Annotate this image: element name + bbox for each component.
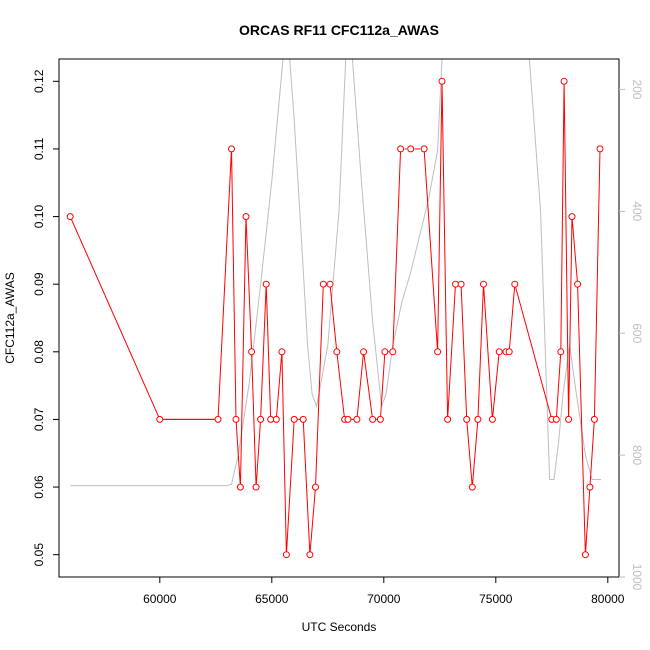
chart-title: ORCAS RF11 CFC112a_AWAS (239, 22, 439, 38)
cfc-point (463, 415, 471, 423)
cfc-point (552, 415, 560, 423)
right-y-tick-label: 400 (630, 201, 644, 221)
cfc-point (353, 415, 361, 423)
x-axis-label: UTC Seconds (302, 620, 377, 634)
cfc-point (381, 348, 389, 356)
x-tick-label: 70000 (367, 592, 401, 606)
cfc-point (236, 483, 244, 491)
cfc-point (232, 415, 240, 423)
cfc-point (282, 551, 290, 559)
cfc-point (66, 213, 74, 221)
cfc-series-layer (66, 77, 604, 559)
cfc-point (420, 145, 428, 153)
cfc-point (252, 483, 260, 491)
cfc-point (326, 280, 334, 288)
cfc-point (228, 145, 235, 153)
cfc-point (397, 145, 405, 153)
right-y-tick-label: 800 (630, 445, 644, 465)
cfc-point (319, 280, 327, 288)
cfc-point (581, 551, 589, 559)
cfc-point (389, 348, 397, 356)
pressure-line (70, 59, 602, 487)
cfc-point (248, 348, 256, 356)
right-y-tick-label: 1000 (630, 564, 644, 591)
cfc-point (214, 415, 222, 423)
x-tick-label: 60000 (143, 592, 177, 606)
y-tick-label: 0.11 (32, 137, 46, 160)
cfc-point (596, 145, 604, 153)
plot-frame (58, 58, 620, 578)
cfc-point (590, 415, 598, 423)
cfc-point (290, 415, 298, 423)
cfc-point (257, 415, 265, 423)
cfc-point (156, 415, 164, 423)
cfc-point (376, 415, 384, 423)
cfc-point (511, 280, 519, 288)
cfc-point (272, 415, 280, 423)
cfc-point (480, 280, 487, 288)
y-axis: 0.05 0.06 0.07 0.08 0.09 0.10 0.11 0.12 (32, 69, 59, 566)
cfc-point (505, 348, 513, 356)
cfc-point (444, 415, 452, 423)
cfc-point (474, 415, 482, 423)
y-tick-label: 0.09 (32, 272, 46, 296)
cfc-point (242, 213, 250, 221)
cfc-point (438, 77, 446, 85)
cfc-point (360, 348, 368, 356)
cfc-point (306, 551, 314, 559)
cfc-line-segment (423, 81, 601, 555)
y-tick-label: 0.05 (32, 543, 46, 567)
cfc-point (488, 415, 496, 423)
right-y-tick-label: 600 (630, 323, 644, 343)
y-tick-label: 0.10 (32, 205, 46, 229)
cfc-point (369, 415, 377, 423)
x-tick-label: 75000 (479, 592, 513, 606)
x-axis: 60000 65000 70000 75000 80000 (143, 577, 625, 606)
cfc-line-segment (69, 148, 402, 555)
cfc-point (574, 280, 582, 288)
cfc-point (407, 145, 415, 153)
cfc-point (299, 415, 307, 423)
x-tick-label: 65000 (255, 592, 289, 606)
cfc-point (333, 348, 341, 356)
cfc-point (457, 280, 465, 288)
cfc-point (586, 483, 594, 491)
right-y-axis: 200 400 600 800 1000 (619, 79, 644, 591)
cfc-point (568, 213, 576, 221)
cfc-point (278, 348, 286, 356)
y-tick-label: 0.07 (32, 407, 46, 431)
cfc-point (557, 348, 565, 356)
y-axis-label: CFC112a_AWAS (3, 272, 17, 364)
cfc-point (560, 77, 568, 85)
cfc-point (434, 348, 442, 356)
x-tick-label: 80000 (591, 592, 625, 606)
right-y-tick-label: 200 (630, 79, 644, 99)
cfc-point (565, 415, 573, 423)
cfc-point (495, 348, 503, 356)
cfc-point (468, 483, 476, 491)
pressure-series-layer (70, 59, 602, 487)
cfc-point (344, 415, 352, 423)
y-tick-label: 0.08 (32, 340, 46, 364)
cfc-point (312, 483, 319, 491)
cfc-point (262, 280, 270, 288)
y-tick-label: 0.06 (32, 475, 46, 499)
y-tick-label: 0.12 (32, 69, 46, 93)
